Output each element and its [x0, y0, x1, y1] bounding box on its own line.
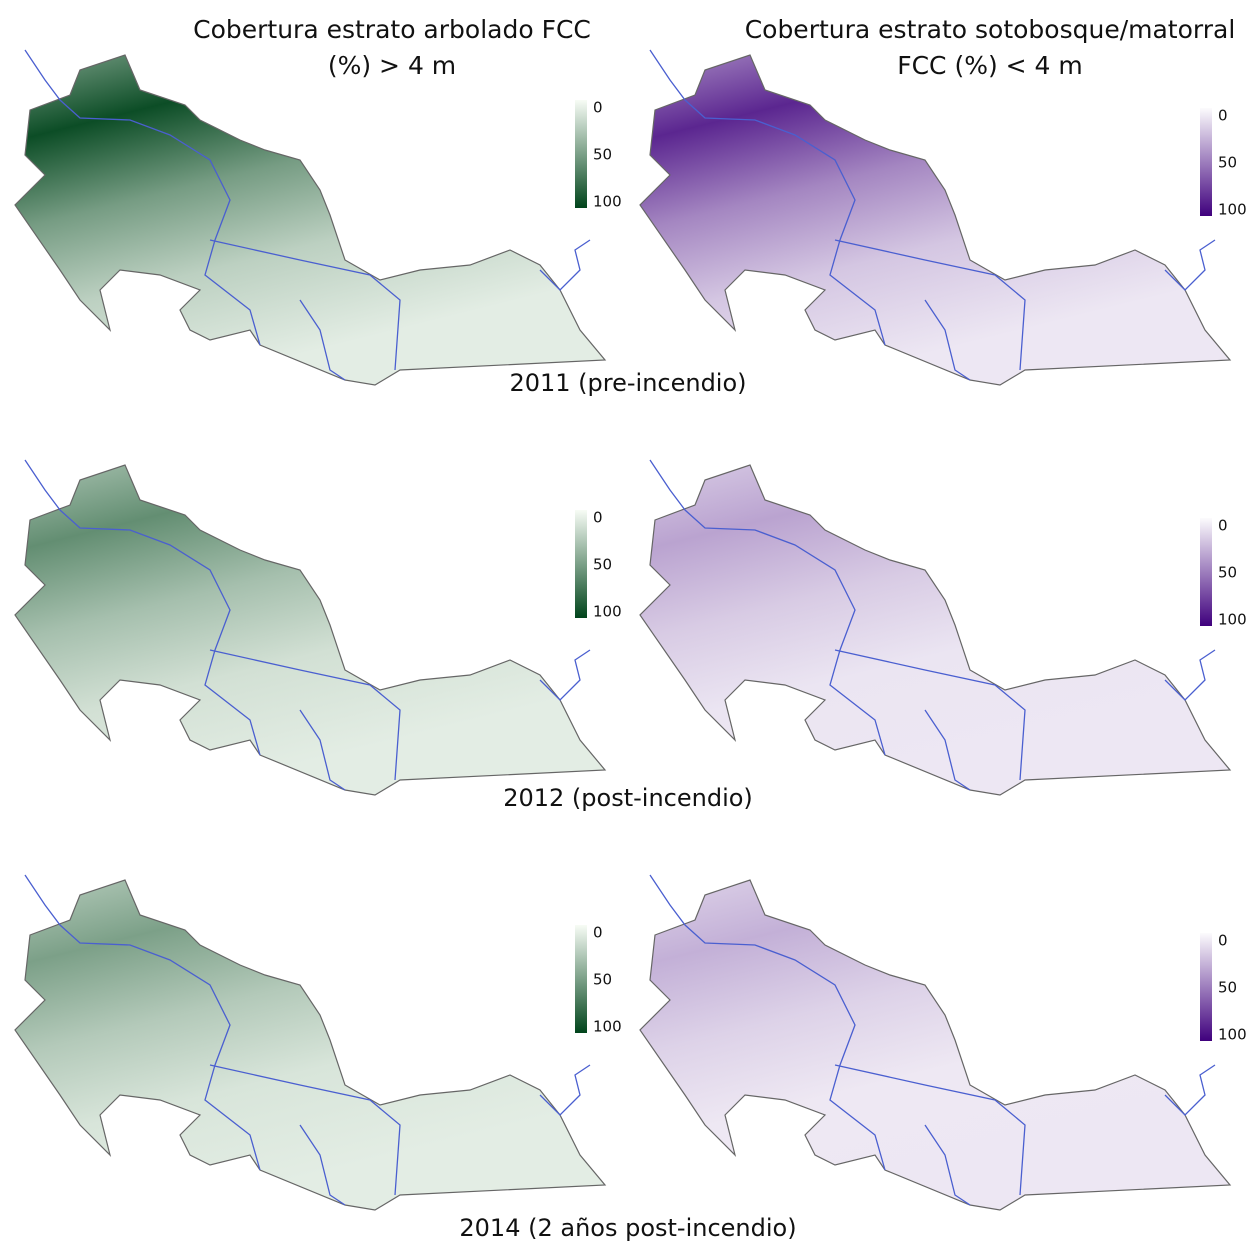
legend-tick-label: 50: [1218, 979, 1237, 997]
row-label: 2012 (post-incendio): [503, 784, 753, 812]
legend-bar: [1200, 108, 1212, 216]
legend-bar: [575, 925, 587, 1033]
legend-tick-label: 100: [593, 603, 622, 621]
legend-tick-label: 100: [1218, 1026, 1247, 1044]
legend-bar: [1200, 933, 1212, 1041]
legend-tick-label: 100: [593, 1018, 622, 1036]
legend-bar: [1200, 518, 1212, 626]
legend-tick-label: 0: [593, 924, 603, 942]
map-region: [15, 465, 605, 795]
legend-tick-label: 0: [1218, 517, 1228, 535]
column-title: FCC (%) < 4 m: [897, 51, 1083, 80]
row-label: 2011 (pre-incendio): [509, 369, 746, 397]
legend-tick-label: 0: [1218, 932, 1228, 950]
legend-tick-label: 50: [593, 971, 612, 989]
legend-tick-label: 50: [593, 146, 612, 164]
map-region: [15, 880, 605, 1210]
figure: Cobertura estrato arbolado FCC (%) > 4 m C…: [0, 0, 1252, 1243]
legend-tick-label: 50: [593, 556, 612, 574]
legend-tick-label: 100: [1218, 611, 1247, 629]
legend-bar: [575, 100, 587, 208]
map-region: [640, 880, 1230, 1210]
row-label: 2014 (2 años post-incendio): [459, 1214, 796, 1242]
legend-tick-label: 100: [1218, 201, 1247, 219]
legend-bar: [575, 510, 587, 618]
column-title: Cobertura estrato arbolado FCC: [193, 15, 591, 44]
legend-tick-label: 50: [1218, 154, 1237, 172]
legend-tick-label: 0: [593, 509, 603, 527]
column-title: Cobertura estrato sotobosque/matorral: [745, 15, 1236, 44]
map-region: [15, 55, 605, 385]
legend-tick-label: 0: [1218, 107, 1228, 125]
column-title: (%) > 4 m: [328, 51, 456, 80]
legend-tick-label: 0: [593, 99, 603, 117]
legend-tick-label: 100: [593, 193, 622, 211]
map-region: [640, 55, 1230, 385]
legend-tick-label: 50: [1218, 564, 1237, 582]
map-region: [640, 465, 1230, 795]
